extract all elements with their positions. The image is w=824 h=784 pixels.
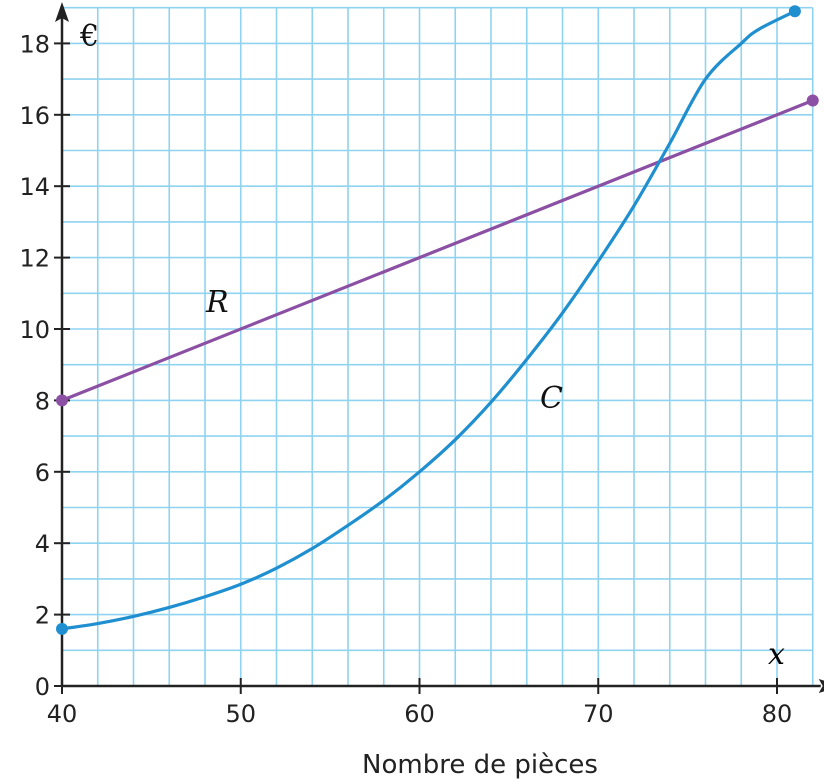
- x-axis-title: Nombre de pièces: [362, 750, 598, 780]
- y-tick-label: 8: [35, 387, 50, 415]
- series-line-c: [60, 9, 797, 631]
- x-tick-label: 70: [583, 700, 614, 728]
- y-tick-label: 4: [35, 530, 50, 558]
- series-endpoint-r: [806, 94, 819, 107]
- series: [56, 5, 819, 635]
- y-tick-label: 16: [19, 102, 50, 130]
- series-endpoint-r: [56, 394, 68, 407]
- axes: [55, 2, 824, 693]
- x-tick-label: 60: [404, 700, 435, 728]
- y-tick-label: 6: [35, 459, 50, 487]
- series-endpoint-c: [788, 5, 801, 18]
- y-tick-label: 10: [19, 316, 50, 344]
- series-endpoint-c: [56, 622, 68, 635]
- x-tick-label: 40: [47, 700, 78, 728]
- y-tick-label: 0: [35, 673, 50, 701]
- y-tick-label: 14: [19, 173, 50, 201]
- series-label-c: C: [540, 381, 563, 416]
- y-tick-label: 12: [19, 245, 50, 273]
- y-unit-label: €: [79, 19, 99, 54]
- x-axis-symbol: x: [768, 637, 785, 672]
- grid: [61, 6, 814, 687]
- y-tick-label: 2: [35, 602, 50, 630]
- x-tick-label: 80: [762, 700, 793, 728]
- y-tick-label: 18: [19, 30, 50, 58]
- x-tick-label: 50: [225, 700, 256, 728]
- series-line-r: [60, 98, 815, 402]
- x-axis-arrow: [818, 679, 824, 693]
- ticks: 0 2 4 6 8 10 12 14 16 18 40 50 60 70 80: [19, 30, 792, 728]
- y-axis-arrow: [55, 2, 69, 22]
- series-label-r: R: [205, 285, 229, 320]
